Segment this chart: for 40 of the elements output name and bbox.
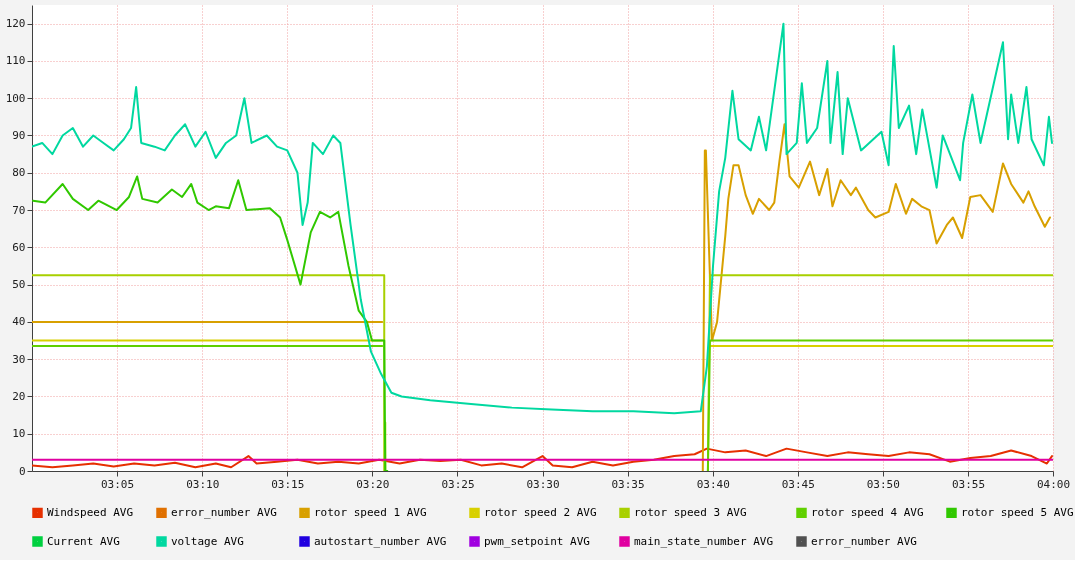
legend-label: error_number AVG: [811, 534, 917, 548]
x-tick-label: 03:50: [866, 477, 900, 491]
y-tick-label: 30: [12, 352, 26, 366]
legend-label: main_state_number AVG: [634, 534, 774, 548]
x-tick-label: 03:40: [696, 477, 730, 491]
legend-label: Current AVG: [47, 534, 120, 548]
x-tick-label: 03:45: [781, 477, 815, 491]
x-tick-label: 04:00: [1036, 477, 1071, 491]
legend-label: rotor speed 2 AVG: [484, 505, 597, 519]
y-tick-label: 70: [12, 203, 26, 217]
legend-label: error_number AVG: [171, 505, 277, 519]
x-tick-label: 03:15: [271, 477, 305, 491]
y-tick-label: 40: [12, 315, 26, 329]
legend-label: Windspeed AVG: [47, 505, 134, 519]
y-tick-label: 100: [5, 91, 26, 105]
x-tick-label: 03:30: [526, 477, 560, 491]
y-tick-label: 120: [5, 17, 26, 31]
line-series: [32, 22, 1053, 415]
legend-label: rotor speed 3 AVG: [634, 505, 747, 519]
y-tick-label: 0: [18, 464, 26, 478]
line-series: [32, 175, 389, 471]
x-tick-label: 03:25: [441, 477, 475, 491]
y-tick-label: 50: [12, 278, 26, 292]
y-tick-label: 10: [12, 427, 26, 441]
legend-label: voltage AVG: [171, 534, 244, 548]
x-tick-label: 03:20: [356, 477, 390, 491]
y-tick-label: 20: [12, 389, 26, 403]
legend-label: pwm_setpoint AVG: [484, 534, 590, 548]
legend-label: autostart_number AVG: [314, 534, 447, 548]
y-tick-label: 60: [12, 240, 26, 254]
y-tick-label: 110: [5, 54, 26, 68]
y-tick-label: 80: [12, 166, 26, 180]
x-tick-label: 03:35: [611, 477, 645, 491]
legend-label: rotor speed 1 AVG: [314, 505, 427, 519]
x-tick-label: 03:10: [186, 477, 220, 491]
x-tick-label: 03:55: [951, 477, 986, 491]
legend-label: rotor speed 4 AVG: [811, 505, 924, 519]
y-tick-label: 90: [12, 128, 26, 142]
legend-label: rotor speed 5 AVG: [961, 505, 1074, 519]
x-tick-label: 03:05: [100, 477, 135, 491]
